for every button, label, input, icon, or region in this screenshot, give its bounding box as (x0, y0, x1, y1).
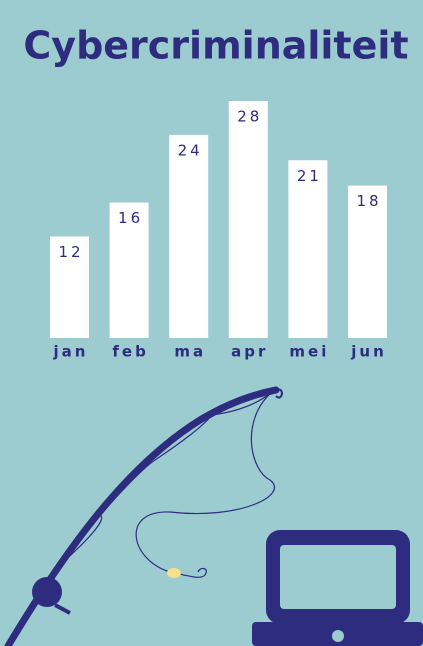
x-tick-label: jan (53, 343, 89, 361)
x-tick-label: jun (350, 343, 387, 361)
value-label: 21 (297, 167, 322, 185)
x-tick-label: mei (289, 343, 329, 361)
value-label: 12 (58, 243, 83, 261)
value-label: 28 (237, 108, 262, 126)
bait (167, 568, 181, 578)
bar (169, 134, 209, 338)
chart-title: Cybercriminaliteit (23, 24, 408, 68)
value-label: 16 (118, 209, 143, 227)
value-label: 24 (178, 141, 203, 159)
x-tick-label: ma (174, 343, 206, 361)
bar (348, 185, 387, 338)
bar (50, 236, 89, 338)
value-label: 18 (356, 192, 381, 210)
bar (288, 160, 328, 338)
laptop (252, 530, 423, 646)
x-tick-label: apr (231, 343, 268, 361)
bar (228, 101, 268, 338)
x-tick-label: feb (112, 343, 148, 361)
bar (109, 202, 149, 338)
fishing-rod (4, 386, 284, 646)
